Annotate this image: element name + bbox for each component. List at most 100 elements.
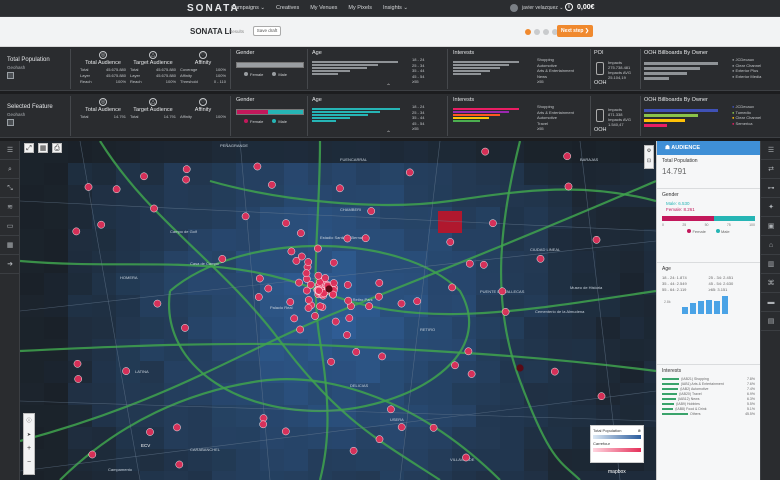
poi-marker[interactable] <box>378 352 386 361</box>
mapbox-attribution[interactable]: mapbox <box>608 469 626 475</box>
poi-marker[interactable] <box>563 152 572 161</box>
poi-marker[interactable] <box>329 258 338 267</box>
poi-marker[interactable] <box>462 453 470 462</box>
share-icon[interactable]: ⊶ <box>761 179 780 198</box>
poi-marker[interactable] <box>122 367 130 375</box>
poi-marker[interactable] <box>259 420 268 429</box>
map-legend[interactable]: Total Population ⊗ Carrefour <box>590 425 644 463</box>
map-view[interactable]: Campamento Casa de Campo HOMERA LATINA CARAB… <box>20 141 656 480</box>
poi-marker[interactable] <box>255 274 264 283</box>
poi-marker[interactable] <box>153 299 162 308</box>
poi-marker[interactable] <box>501 308 510 316</box>
calendar-icon[interactable]: ▦ <box>0 236 20 255</box>
poi-marker[interactable] <box>296 325 304 334</box>
row-select-checkbox[interactable] <box>7 119 14 126</box>
poi-marker[interactable] <box>282 219 290 227</box>
poi-marker[interactable] <box>304 258 313 266</box>
poi-marker[interactable] <box>297 229 305 237</box>
poi-marker[interactable] <box>84 183 93 191</box>
poi-marker[interactable] <box>498 287 507 296</box>
menu-icon[interactable]: ☰ <box>0 141 20 160</box>
poi-marker[interactable] <box>314 244 322 253</box>
poi-marker[interactable] <box>218 255 227 263</box>
poi-marker[interactable] <box>329 290 337 299</box>
poi-marker[interactable] <box>327 357 335 366</box>
poi-marker[interactable] <box>146 428 154 436</box>
poi-marker[interactable] <box>306 280 315 289</box>
save-draft-button[interactable]: Save draft <box>253 26 281 36</box>
poi-marker[interactable] <box>315 286 323 295</box>
poi-marker[interactable] <box>74 375 83 383</box>
poi-marker[interactable] <box>304 304 313 312</box>
nav-item[interactable]: Insights ⌄ <box>382 5 409 11</box>
poi-marker[interactable] <box>349 446 358 455</box>
poi-marker[interactable] <box>72 227 81 236</box>
poi-marker[interactable] <box>290 314 299 323</box>
nav-item[interactable]: Campaigns ⌄ <box>231 5 265 11</box>
poi-marker[interactable] <box>343 234 352 243</box>
poi-marker[interactable] <box>302 269 311 278</box>
poi-marker[interactable] <box>397 299 406 308</box>
layers-icon[interactable]: ≋ <box>0 198 20 217</box>
map-info-icon[interactable]: ⓘ <box>26 418 32 424</box>
poi-marker[interactable] <box>375 292 383 301</box>
collapse-chevron-icon[interactable]: ⌃ <box>386 131 392 137</box>
poi-marker[interactable] <box>344 296 353 305</box>
poi-marker[interactable] <box>375 435 384 444</box>
poi-marker[interactable] <box>451 361 459 370</box>
poi-marker[interactable] <box>405 168 414 177</box>
poi-marker[interactable] <box>254 293 263 301</box>
poi-marker[interactable] <box>331 317 340 326</box>
poi-marker[interactable] <box>140 172 148 181</box>
poi-marker[interactable] <box>182 165 191 174</box>
id-card-icon[interactable]: ▣ <box>761 217 780 236</box>
poi-marker[interactable] <box>303 286 311 295</box>
zoom-in-button[interactable]: + <box>26 445 32 452</box>
poi-marker[interactable] <box>304 296 313 304</box>
menu-icon[interactable]: ☰ <box>761 141 780 160</box>
poi-marker[interactable] <box>479 260 488 269</box>
poi-marker[interactable] <box>550 367 559 376</box>
poi-marker[interactable] <box>489 219 497 228</box>
poi-marker[interactable] <box>73 359 82 368</box>
poi-marker[interactable] <box>150 204 158 213</box>
folder-icon[interactable]: ▭ <box>0 217 20 236</box>
poi-marker[interactable] <box>295 278 303 287</box>
map-export-button[interactable]: ⎙ <box>52 143 62 153</box>
poi-marker[interactable] <box>464 347 473 356</box>
compare-icon[interactable]: ⇄ <box>761 160 780 179</box>
poi-marker[interactable] <box>292 257 301 265</box>
poi-marker[interactable] <box>597 392 606 401</box>
poi-marker[interactable] <box>467 370 476 378</box>
poi-marker[interactable] <box>181 324 189 332</box>
poi-marker[interactable] <box>397 423 406 431</box>
poi-marker[interactable] <box>264 284 273 293</box>
expand-icon[interactable]: ⤡ <box>0 179 20 198</box>
network-icon[interactable]: ⌘ <box>761 274 780 293</box>
arrow-left-icon[interactable]: ➜ <box>0 255 20 274</box>
poi-marker[interactable] <box>268 180 276 189</box>
poi-marker[interactable] <box>413 297 422 306</box>
poi-marker[interactable] <box>286 298 295 306</box>
document-icon[interactable]: ▤ <box>761 312 780 331</box>
legend-close-icon[interactable]: ⊗ <box>637 428 641 433</box>
row-select-checkbox[interactable] <box>7 72 14 79</box>
poi-marker[interactable] <box>564 182 573 191</box>
poi-marker[interactable] <box>182 175 190 184</box>
poi-marker[interactable] <box>343 281 352 289</box>
poi-marker[interactable] <box>536 254 545 263</box>
poi-marker[interactable] <box>281 427 290 436</box>
map-settings-button[interactable]: ⚙ ⊡ <box>644 145 654 169</box>
poi-marker[interactable] <box>253 162 262 171</box>
poi-marker[interactable] <box>387 405 395 414</box>
poi-marker[interactable] <box>316 302 324 311</box>
search-zoom-icon[interactable]: ⌕ <box>0 160 20 179</box>
poi-marker[interactable] <box>173 423 181 432</box>
poi-marker[interactable] <box>352 348 361 356</box>
poi-marker[interactable] <box>446 238 455 246</box>
user-menu[interactable]: javier velazquez ⌄ <box>510 4 563 12</box>
zoom-out-button[interactable]: − <box>26 459 32 466</box>
poi-marker[interactable] <box>361 234 370 243</box>
poi-marker[interactable] <box>112 185 121 194</box>
nav-item[interactable]: My Venues <box>310 5 338 11</box>
